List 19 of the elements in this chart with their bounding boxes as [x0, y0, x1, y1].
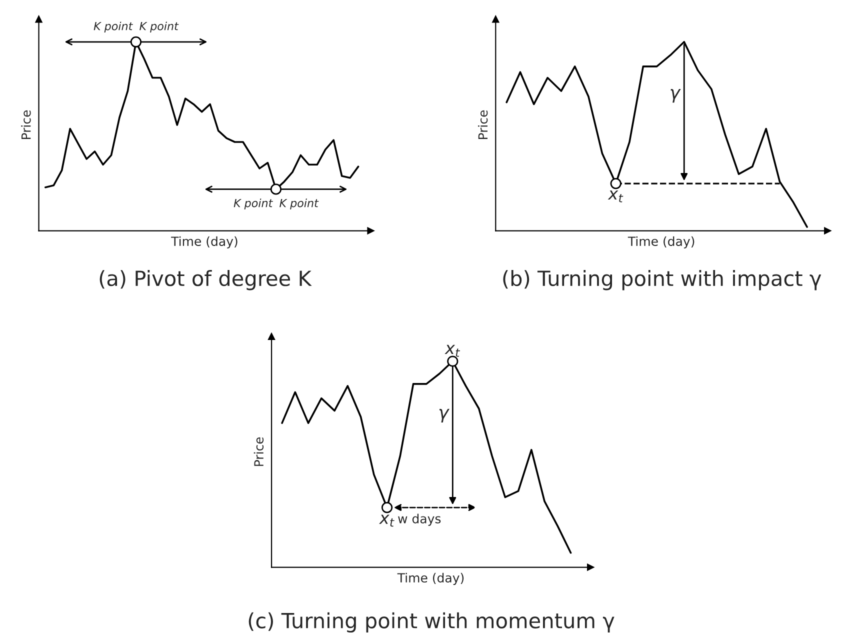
- x-axis-title: Time (day): [628, 236, 694, 248]
- x-axis-title: Time (day): [397, 572, 464, 585]
- annotation: K point: [280, 198, 319, 210]
- x-axis-title: Time (day): [171, 236, 238, 248]
- y-axis-title: Price: [21, 110, 31, 140]
- annotation: x$_{t}$: [608, 190, 624, 202]
- text: K point: [140, 22, 179, 32]
- annotation: γ: [670, 88, 681, 103]
- text: K point: [94, 22, 134, 32]
- y-axis-title: Price: [478, 110, 488, 140]
- text: (b) Turning point with impact γ: [503, 270, 822, 290]
- annotation: K point: [234, 198, 274, 210]
- annotation: γ: [439, 408, 450, 423]
- text: (c) Turning point with momentum γ: [248, 612, 614, 633]
- text: (a) Pivot of degree K: [100, 270, 312, 290]
- y-axis-title: Price: [254, 437, 264, 466]
- annotation: x$_{t}$: [379, 514, 394, 527]
- annotation: x$_{t}$: [444, 344, 460, 357]
- annotation: w days: [398, 514, 441, 526]
